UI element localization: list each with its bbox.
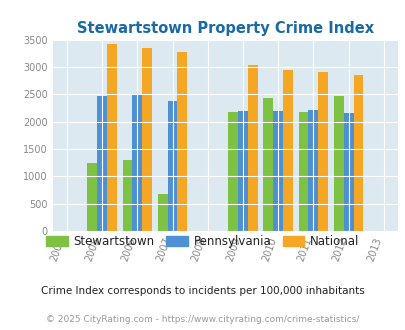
Bar	[333, 96, 343, 231]
Bar	[353, 75, 362, 231]
Title: Stewartstown Property Crime Index: Stewartstown Property Crime Index	[77, 21, 373, 36]
Text: © 2025 CityRating.com - https://www.cityrating.com/crime-statistics/: © 2025 CityRating.com - https://www.city…	[46, 315, 359, 324]
Bar	[157, 194, 167, 231]
Bar	[122, 160, 132, 231]
Bar	[298, 112, 308, 231]
Bar	[308, 110, 318, 231]
Bar	[282, 70, 292, 231]
Text: Crime Index corresponds to incidents per 100,000 inhabitants: Crime Index corresponds to incidents per…	[41, 286, 364, 296]
Bar	[343, 114, 353, 231]
Bar	[263, 98, 273, 231]
Bar	[177, 52, 187, 231]
Bar	[237, 111, 247, 231]
Bar	[318, 72, 327, 231]
Bar	[273, 111, 282, 231]
Bar	[107, 44, 117, 231]
Bar	[247, 65, 257, 231]
Bar	[142, 49, 152, 231]
Bar	[87, 163, 97, 231]
Legend: Stewartstown, Pennsylvania, National: Stewartstown, Pennsylvania, National	[42, 231, 363, 253]
Bar	[132, 95, 142, 231]
Bar	[167, 101, 177, 231]
Bar	[97, 96, 107, 231]
Bar	[228, 112, 237, 231]
